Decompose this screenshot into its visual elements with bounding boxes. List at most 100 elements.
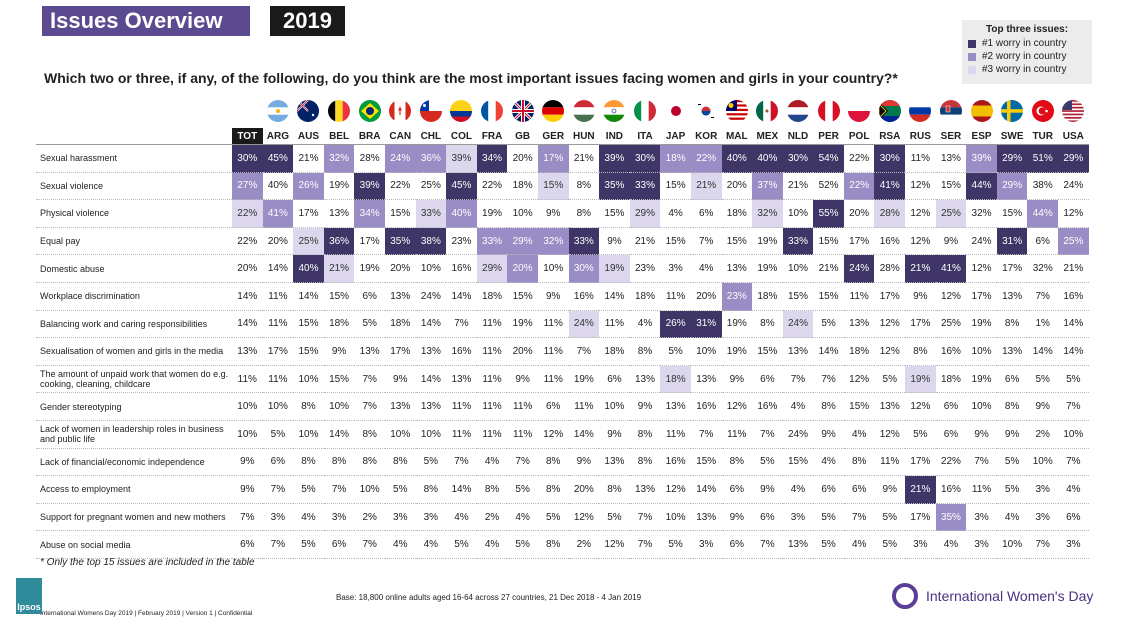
value-cell: 40% xyxy=(752,145,783,173)
legend: Top three issues: #1 worry in country #2… xyxy=(962,20,1092,84)
value-cell: 30% xyxy=(232,145,263,173)
value-cell: 4% xyxy=(660,200,691,228)
value-cell: 8% xyxy=(354,449,385,477)
value-cell: 3% xyxy=(966,504,997,532)
value-cell: 32% xyxy=(966,200,997,228)
value-cell: 4% xyxy=(384,531,416,559)
value-cell: 18% xyxy=(599,338,630,366)
value-cell: 7% xyxy=(752,531,783,559)
issues-table: TOT ARG AUS BEL BRA CAN CHL COL FRA GB GER HUN IND IT… xyxy=(36,94,1089,559)
value-cell: 5% xyxy=(813,311,844,339)
value-cell: 10% xyxy=(384,421,416,449)
value-cell: 13% xyxy=(996,338,1028,366)
ipsos-logo: Ipsos xyxy=(16,578,42,614)
value-cell: 11% xyxy=(446,421,477,449)
value-cell: 8% xyxy=(354,421,385,449)
value-cell: 16% xyxy=(1058,283,1089,311)
legend-label: #3 worry in country xyxy=(982,64,1067,75)
value-cell: 15% xyxy=(843,393,875,421)
value-cell: 14% xyxy=(599,283,630,311)
value-cell: 11% xyxy=(660,283,691,311)
value-cell: 18% xyxy=(752,283,783,311)
table-row: Sexualisation of women and girls in the … xyxy=(36,338,1089,366)
value-cell: 13% xyxy=(874,393,906,421)
value-cell: 22% xyxy=(476,173,508,201)
value-cell: 5% xyxy=(752,449,783,477)
value-cell: 8% xyxy=(721,449,753,477)
value-cell: 18% xyxy=(660,365,691,394)
value-cell: 15% xyxy=(721,228,753,256)
column-header: CHL xyxy=(415,128,447,145)
question-text: Which two or three, if any, of the follo… xyxy=(44,70,898,86)
table-row: Access to employment 9% 7% 5% 7% 10% 5% 8% 14% 8%… xyxy=(36,476,1089,504)
value-cell: 13% xyxy=(690,366,722,394)
value-cell: 8% xyxy=(293,393,324,421)
value-cell: 21% xyxy=(293,145,324,173)
value-cell: 9% xyxy=(537,283,569,311)
column-header: USA xyxy=(1058,128,1089,145)
value-cell: 20% xyxy=(262,228,294,256)
column-header: KOR xyxy=(690,128,722,145)
table-row: Sexual harassment 30% 45% 21% 32% 28% 24% 36% 39… xyxy=(36,145,1089,173)
value-cell: 19% xyxy=(752,255,783,283)
value-cell: 32% xyxy=(323,145,355,173)
value-cell: 16% xyxy=(446,338,477,366)
column-header: AUS xyxy=(293,128,324,145)
column-header: PER xyxy=(813,128,844,145)
legend-item: #2 worry in country xyxy=(968,51,1086,62)
header-spacer xyxy=(36,128,232,145)
value-cell: 8% xyxy=(813,393,844,421)
column-header: GB xyxy=(507,128,538,145)
value-cell: 33% xyxy=(629,172,661,201)
flag-cell xyxy=(446,94,477,128)
value-cell: 4% xyxy=(843,421,875,449)
flag-hun-icon xyxy=(572,100,595,122)
flag-cell xyxy=(660,94,691,128)
issue-label: Sexualisation of women and girls in the … xyxy=(36,338,232,366)
value-cell: 10% xyxy=(293,366,324,394)
column-header: POL xyxy=(843,128,875,145)
value-cell: 8% xyxy=(537,449,569,477)
legend-label: #1 worry in country xyxy=(982,38,1067,49)
value-cell: 4% xyxy=(293,504,324,532)
value-cell: 7% xyxy=(262,531,294,559)
value-cell: 14% xyxy=(813,338,844,366)
value-cell: 21% xyxy=(905,476,936,504)
value-cell: 10% xyxy=(354,476,385,504)
legend-item: #1 worry in country xyxy=(968,38,1086,49)
value-cell: 14% xyxy=(446,283,477,311)
value-cell: 7% xyxy=(354,393,385,421)
value-cell: 24% xyxy=(966,228,997,256)
value-cell: 20% xyxy=(507,338,538,366)
column-header: NLD xyxy=(782,128,814,145)
value-cell: 15% xyxy=(323,283,355,311)
value-cell: 3% xyxy=(690,531,722,559)
table-row: Physical violence 22% 41% 17% 13% 34% 15% 33% 40… xyxy=(36,200,1089,228)
value-cell: 5% xyxy=(660,531,691,559)
column-header: SWE xyxy=(996,128,1028,145)
value-cell: 13% xyxy=(935,145,967,173)
column-header: MAL xyxy=(721,128,753,145)
value-cell: 6% xyxy=(354,283,385,311)
value-cell: 30% xyxy=(782,145,814,173)
value-cell: 8% xyxy=(537,531,569,559)
value-cell: 4% xyxy=(507,504,538,532)
column-header: CAN xyxy=(384,128,416,145)
value-cell: 29% xyxy=(996,145,1028,173)
value-cell: 22% xyxy=(232,200,263,228)
value-cell: 15% xyxy=(813,228,844,256)
value-cell: 22% xyxy=(384,173,416,201)
value-cell: 20% xyxy=(507,145,538,173)
value-cell: 11% xyxy=(476,338,508,366)
value-cell: 16% xyxy=(690,393,722,421)
value-cell: 7% xyxy=(354,531,385,559)
iwd-logo: International Women's Day xyxy=(892,583,1093,609)
flag-gb-icon xyxy=(511,100,534,122)
value-cell: 13% xyxy=(843,311,875,339)
flag-cell xyxy=(538,94,569,128)
value-cell: 11% xyxy=(232,366,263,394)
flag-row-spacer xyxy=(36,94,232,128)
value-cell: 11% xyxy=(476,311,508,339)
value-cell: 15% xyxy=(384,200,416,228)
value-cell: 20% xyxy=(507,255,538,283)
